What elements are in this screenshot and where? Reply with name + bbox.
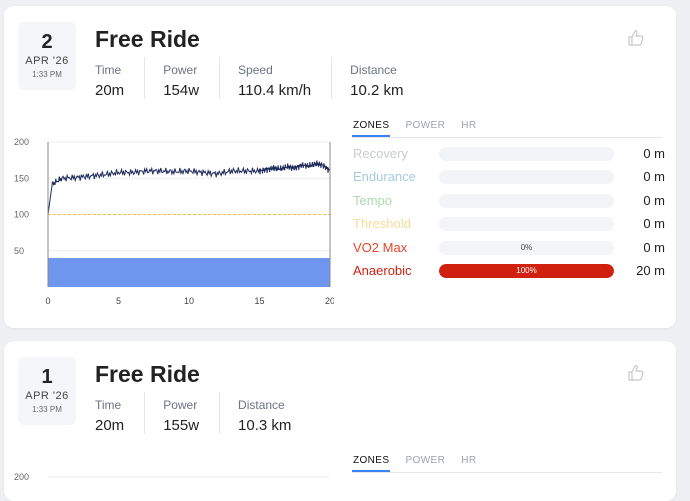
x-tick-label: 0 (45, 296, 50, 306)
stat-value: 155w (163, 417, 200, 434)
zones-list: Recovery 0 m Endurance 0 m Tempo 0 m Thr… (353, 142, 665, 282)
stat-label: Distance (238, 398, 285, 412)
zone-fill: 100% (439, 263, 614, 278)
zone-row-vo2max: VO2 Max 0% 0 m (353, 236, 665, 259)
zone-bar: 100% (439, 263, 614, 278)
stat-time: Time 20m (95, 57, 146, 99)
activity-title[interactable]: Free Ride (95, 361, 200, 387)
zone-name: Anaerobic (353, 262, 412, 278)
zone-value: 0 m (643, 216, 665, 232)
y-tick-label: 50 (14, 246, 24, 256)
zone-percent: 100% (516, 265, 537, 275)
chart-tabs: ZONES POWER HR (352, 118, 662, 138)
zone-value: 0 m (643, 146, 665, 161)
stat-distance: Distance 10.3 km (238, 392, 311, 434)
date-badge: 2 APR '26 1:33 PM (18, 22, 76, 90)
stat-label: Distance (350, 63, 397, 77)
zone-value: 20 m (636, 262, 665, 278)
x-tick-label: 15 (254, 296, 264, 306)
stat-distance: Distance 10.2 km (350, 57, 423, 99)
zone-row-threshold: Threshold 0 m (353, 212, 665, 235)
zone-name: Recovery (353, 146, 408, 161)
x-tick-label: 5 (116, 296, 121, 306)
zone-name: Threshold (353, 216, 411, 232)
tab-power[interactable]: POWER (405, 455, 446, 466)
thumbs-up-icon[interactable] (626, 363, 646, 383)
zone-name: Endurance (353, 169, 416, 185)
thumbs-up-icon[interactable] (626, 28, 646, 48)
zone-percent: 0% (520, 242, 533, 252)
stat-label: Speed (238, 63, 273, 77)
zone-bar (439, 217, 614, 232)
zone-fill (439, 170, 614, 184)
y-tick-label: 100 (14, 210, 29, 220)
date-month: APR '26 (25, 390, 69, 402)
y-tick-label: 150 (14, 173, 29, 183)
x-tick-label: 20 (325, 296, 334, 306)
zone-fill (439, 217, 614, 231)
activity-title[interactable]: Free Ride (95, 26, 200, 52)
tab-zones[interactable]: ZONES (352, 118, 391, 137)
zone-fill-area (48, 258, 330, 287)
zone-bar: 0% (439, 240, 614, 255)
zone-value: 0 m (643, 169, 665, 185)
chart-tabs: ZONES POWER HR (352, 453, 662, 473)
stat-label: Time (95, 398, 122, 412)
zone-fill (439, 147, 614, 161)
stat-label: Time (95, 63, 122, 77)
stat-speed: Speed 110.4 km/h (238, 57, 333, 99)
stats-row: Time 20m Power 155w Distance 10.3 km (95, 392, 329, 434)
tab-zones[interactable]: ZONES (352, 453, 391, 472)
stat-power: Power 154w (163, 57, 221, 99)
power-line (47, 160, 331, 215)
zone-value: 0 m (643, 192, 665, 208)
zone-bar (439, 170, 614, 185)
date-badge: 1 APR '26 1:33 PM (18, 357, 76, 425)
date-day: 1 (41, 366, 53, 388)
tab-hr[interactable]: HR (461, 120, 477, 131)
zone-name: Tempo (353, 192, 393, 208)
stat-power: Power 155w (163, 392, 221, 434)
zone-row-recovery: Recovery 0 m (353, 142, 665, 165)
power-chart: 200 (14, 472, 330, 482)
y-tick-label: 200 (14, 472, 29, 482)
date-time: 1:33 PM (32, 405, 62, 414)
zone-value: 0 m (643, 239, 665, 255)
power-chart: 200 150 100 50 0 5 10 15 20 (14, 137, 334, 306)
date-day: 2 (41, 31, 53, 53)
stats-row: Time 20m Power 154w Speed 110.4 km/h Dis… (95, 57, 442, 99)
stat-value: 20m (95, 417, 125, 434)
activity-card[interactable]: 2 APR '26 1:33 PM Free Ride Time 20m Pow… (4, 6, 676, 328)
tab-hr[interactable]: HR (461, 455, 477, 466)
zone-fill: 0% (439, 241, 614, 255)
stat-label: Power (163, 63, 198, 77)
stat-value: 110.4 km/h (238, 82, 312, 99)
zone-row-endurance: Endurance 0 m (353, 165, 665, 188)
stat-value: 10.2 km (350, 82, 404, 99)
stat-value: 154w (163, 82, 200, 99)
stat-label: Power (163, 398, 198, 412)
zone-name: VO2 Max (353, 239, 408, 255)
tab-power[interactable]: POWER (405, 120, 446, 131)
zone-bar (439, 193, 614, 208)
stat-value: 20m (95, 82, 125, 99)
x-tick-label: 10 (184, 296, 194, 306)
stat-time: Time 20m (95, 392, 146, 434)
zone-bar (439, 147, 614, 161)
zone-fill (439, 194, 614, 208)
date-month: APR '26 (25, 55, 69, 67)
stat-value: 10.3 km (238, 417, 292, 434)
y-tick-label: 200 (14, 137, 29, 147)
date-time: 1:33 PM (32, 70, 62, 79)
activity-card[interactable]: 1 APR '26 1:33 PM Free Ride Time 20m Pow… (4, 341, 676, 501)
zone-row-anaerobic: Anaerobic 100% 20 m (353, 259, 665, 282)
zone-row-tempo: Tempo 0 m (353, 189, 665, 212)
